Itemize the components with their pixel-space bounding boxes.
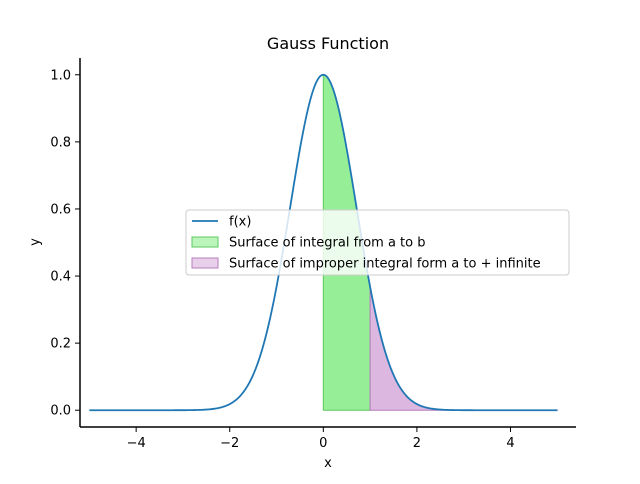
series-line-fx <box>89 73 558 412</box>
y-tick-label: 0.6 <box>50 202 71 217</box>
legend: f(x) Surface of integral from a to b Surfa… <box>185 209 570 276</box>
x-tick-label: 2 <box>413 436 421 451</box>
fill-area-2 <box>369 286 559 411</box>
x-tick-label: 4 <box>506 436 514 451</box>
legend-box <box>185 209 570 276</box>
legend-entry-label: f(x) <box>229 215 251 230</box>
legend-entry-label: Surface of improper integral form a to +… <box>229 257 541 272</box>
series-lines <box>89 73 558 412</box>
legend-swatch-fill <box>191 257 219 269</box>
y-tick-label: 0.0 <box>50 404 71 419</box>
legend-entry-label: Surface of integral from a to b <box>229 236 426 251</box>
x-axis-label: x <box>324 456 332 471</box>
y-axis-ticks: 0.0 0.2 0.4 0.6 0.8 1.0 <box>50 68 80 419</box>
x-axis-ticks: −4 −2 0 2 4 <box>127 427 515 451</box>
chart-title: Gauss Function <box>267 34 389 53</box>
x-tick-label: −2 <box>220 436 239 451</box>
x-tick-label: −4 <box>127 436 146 451</box>
y-tick-label: 0.8 <box>50 135 71 150</box>
x-tick-label: 0 <box>319 436 327 451</box>
y-axis-label: y <box>28 238 43 246</box>
y-tick-label: 0.2 <box>50 337 71 352</box>
y-tick-label: 0.4 <box>50 270 71 285</box>
y-tick-label: 1.0 <box>50 68 71 83</box>
legend-swatch-fill <box>191 236 219 248</box>
axes <box>79 58 576 428</box>
